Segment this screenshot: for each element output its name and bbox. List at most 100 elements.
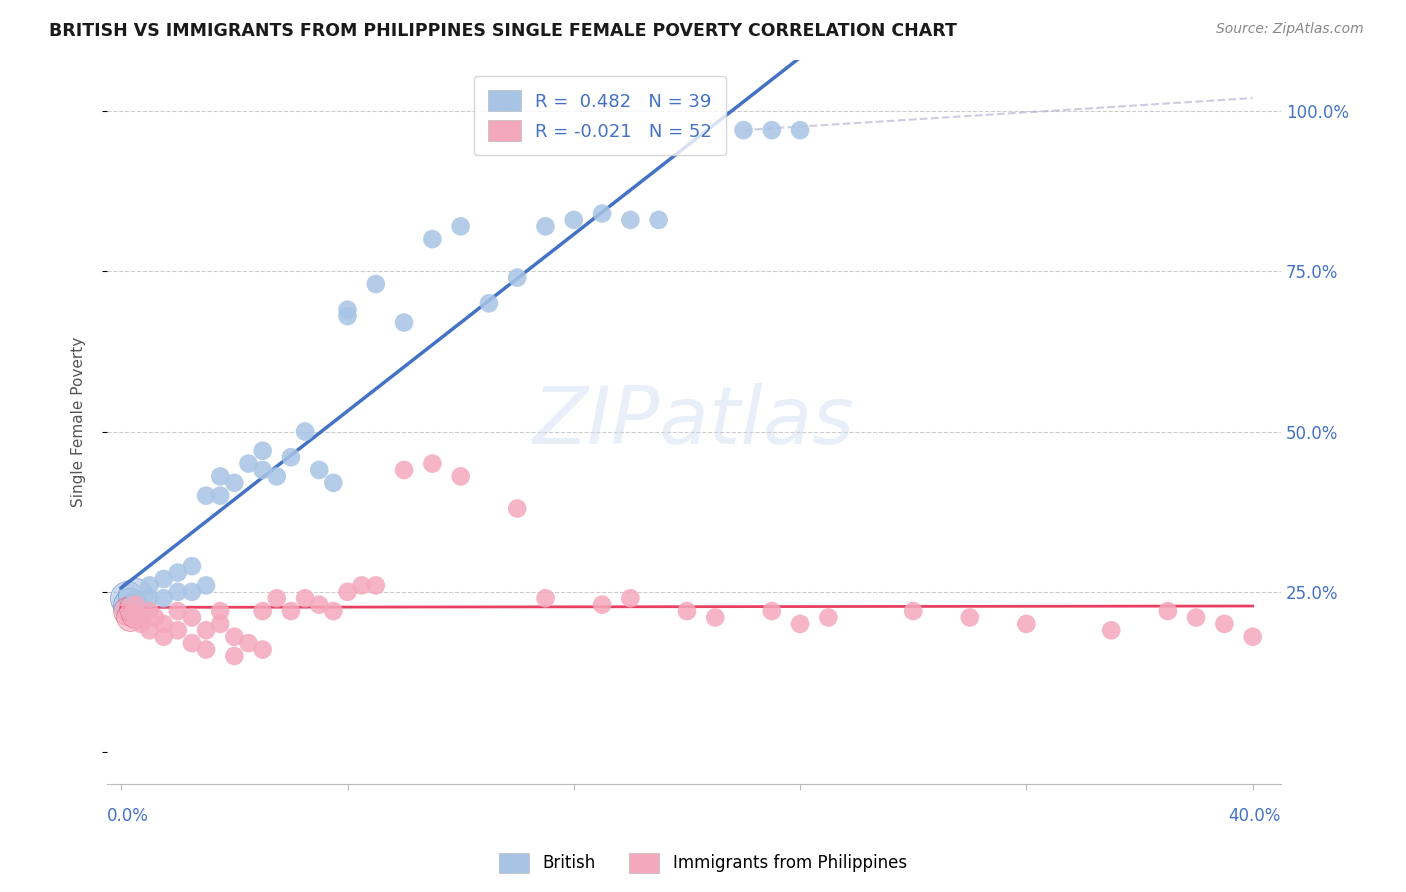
- Point: [181, 559, 204, 574]
- Point: [166, 584, 188, 599]
- Point: [1157, 604, 1180, 618]
- Point: [224, 630, 246, 644]
- Text: 40.0%: 40.0%: [1229, 806, 1281, 824]
- Point: [209, 489, 232, 503]
- Point: [294, 425, 316, 439]
- Point: [534, 219, 557, 234]
- Point: [143, 610, 166, 624]
- Point: [422, 232, 444, 246]
- Point: [322, 475, 344, 490]
- Point: [506, 501, 529, 516]
- Point: [124, 604, 146, 618]
- Point: [364, 578, 387, 592]
- Point: [591, 598, 613, 612]
- Point: [308, 463, 330, 477]
- Point: [138, 604, 160, 618]
- Point: [336, 309, 359, 323]
- Point: [115, 591, 138, 606]
- Point: [392, 463, 415, 477]
- Point: [127, 604, 149, 618]
- Point: [152, 630, 174, 644]
- Point: [761, 123, 783, 137]
- Point: [224, 475, 246, 490]
- Point: [1015, 616, 1038, 631]
- Y-axis label: Single Female Poverty: Single Female Poverty: [72, 337, 86, 507]
- Point: [138, 578, 160, 592]
- Point: [195, 642, 218, 657]
- Point: [238, 636, 260, 650]
- Point: [619, 591, 641, 606]
- Point: [676, 604, 699, 618]
- Point: [336, 302, 359, 317]
- Point: [789, 123, 811, 137]
- Point: [733, 123, 755, 137]
- Point: [166, 624, 188, 638]
- Point: [392, 316, 415, 330]
- Point: [591, 206, 613, 220]
- Point: [252, 642, 274, 657]
- Point: [195, 578, 218, 592]
- Point: [478, 296, 501, 310]
- Point: [181, 610, 204, 624]
- Point: [124, 591, 146, 606]
- Point: [224, 648, 246, 663]
- Point: [166, 604, 188, 618]
- Point: [1099, 624, 1122, 638]
- Point: [152, 572, 174, 586]
- Point: [181, 636, 204, 650]
- Point: [238, 457, 260, 471]
- Point: [1241, 630, 1264, 644]
- Point: [124, 598, 146, 612]
- Point: [124, 610, 146, 624]
- Point: [121, 600, 143, 615]
- Point: [959, 610, 981, 624]
- Point: [124, 607, 146, 622]
- Point: [209, 469, 232, 483]
- Point: [450, 469, 472, 483]
- Point: [152, 591, 174, 606]
- Point: [364, 277, 387, 291]
- Point: [138, 624, 160, 638]
- Point: [129, 616, 152, 631]
- Point: [761, 604, 783, 618]
- Point: [252, 443, 274, 458]
- Point: [350, 578, 373, 592]
- Point: [152, 616, 174, 631]
- Point: [336, 584, 359, 599]
- Point: [115, 604, 138, 618]
- Point: [308, 598, 330, 612]
- Point: [704, 610, 727, 624]
- Point: [195, 489, 218, 503]
- Point: [118, 610, 141, 624]
- Point: [280, 604, 302, 618]
- Point: [534, 591, 557, 606]
- Point: [422, 457, 444, 471]
- Point: [166, 566, 188, 580]
- Text: 0.0%: 0.0%: [107, 806, 149, 824]
- Point: [124, 588, 146, 602]
- Point: [181, 584, 204, 599]
- Point: [647, 213, 669, 227]
- Point: [450, 219, 472, 234]
- Point: [1185, 610, 1208, 624]
- Point: [195, 624, 218, 638]
- Point: [789, 616, 811, 631]
- Text: Source: ZipAtlas.com: Source: ZipAtlas.com: [1216, 22, 1364, 37]
- Point: [1213, 616, 1236, 631]
- Point: [209, 616, 232, 631]
- Text: BRITISH VS IMMIGRANTS FROM PHILIPPINES SINGLE FEMALE POVERTY CORRELATION CHART: BRITISH VS IMMIGRANTS FROM PHILIPPINES S…: [49, 22, 957, 40]
- Point: [118, 598, 141, 612]
- Point: [252, 463, 274, 477]
- Point: [209, 604, 232, 618]
- Point: [294, 591, 316, 606]
- Point: [322, 604, 344, 618]
- Point: [266, 591, 288, 606]
- Point: [266, 469, 288, 483]
- Point: [506, 270, 529, 285]
- Text: ZIPatlas: ZIPatlas: [533, 383, 855, 461]
- Point: [280, 450, 302, 465]
- Point: [562, 213, 585, 227]
- Point: [138, 591, 160, 606]
- Point: [118, 604, 141, 618]
- Point: [252, 604, 274, 618]
